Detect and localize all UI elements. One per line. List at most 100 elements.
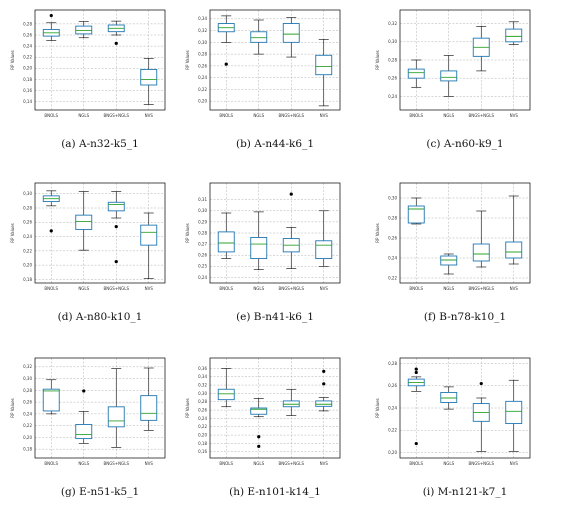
- y-tick-label: 0,22: [23, 55, 32, 60]
- y-tick-label: 0,26: [198, 407, 207, 412]
- y-tick-label: 0,22: [388, 275, 397, 280]
- y-tick-label: 0,30: [23, 376, 32, 381]
- y-tick-label: 0,24: [23, 234, 32, 239]
- x-tick-label: NGLS: [78, 461, 89, 466]
- y-tick-label: 0,28: [388, 215, 397, 220]
- box-ngls: [250, 398, 268, 448]
- box-bnols: [42, 190, 60, 233]
- y-axis-label: RP Values: [375, 398, 380, 418]
- box-nvs: [315, 210, 333, 267]
- y-tick-label: 0,36: [198, 366, 207, 371]
- x-tick-label: BNGS+NGLS: [278, 113, 304, 118]
- y-tick-label: 0,24: [388, 405, 397, 410]
- box-nvs: [140, 367, 158, 431]
- x-tick-label: BNGS+NGLS: [468, 113, 494, 118]
- iqr-box: [250, 236, 268, 260]
- box-bngs-ngls: [472, 210, 490, 268]
- subplot-caption: (a) A-n32-k5_1: [61, 138, 139, 150]
- subplot-6: 0,22 0,24 0,26 0,28 0,30 RP Values BNOLS NGLS BN…: [375, 182, 531, 323]
- x-tick-label: BNOLS: [409, 286, 423, 291]
- x-tick-label: BNOLS: [44, 286, 58, 291]
- box-nvs: [505, 21, 523, 45]
- x-tick-label: NGLS: [253, 286, 264, 291]
- box-bnols: [217, 212, 235, 259]
- iqr-box: [315, 400, 333, 407]
- iqr-box: [217, 388, 235, 401]
- y-tick-label: 0,30: [198, 391, 207, 396]
- y-tick-label: 0,28: [23, 205, 32, 210]
- y-tick-label: 0,24: [198, 416, 207, 421]
- subplot-caption: (c) A-n60-k9_1: [426, 138, 503, 150]
- x-tick-label: BNGS+NGLS: [103, 286, 129, 291]
- x-tick-label: BNOLS: [409, 461, 423, 466]
- subplot-4: 0,18 0,20 0,22 0,24 0,26 0,28 0,30 RP Values BNO…: [10, 182, 166, 323]
- box-ngls: [75, 21, 93, 39]
- y-tick-label: 0,29: [198, 219, 207, 224]
- box-bnols: [217, 368, 235, 408]
- x-tick-label: BNOLS: [219, 286, 233, 291]
- subplot-1: 0,14 0,16 0,18 0,20 0,22 0,24 0,26 0,28 RP Value…: [10, 9, 166, 150]
- outlier-point: [114, 259, 118, 264]
- x-tick-label: BNOLS: [409, 113, 423, 118]
- outlier-point: [49, 229, 53, 233]
- outlier-point: [114, 41, 118, 45]
- y-tick-label: 0,28: [198, 230, 207, 235]
- x-tick-label: NGLS: [443, 113, 454, 118]
- subplot-caption: (e) B-n41-k6_1: [236, 311, 314, 323]
- iqr-box: [472, 243, 490, 262]
- y-tick-label: 0,14: [23, 99, 32, 104]
- y-tick-label: 0,27: [198, 242, 207, 247]
- iqr-box: [140, 395, 158, 421]
- box-bngs-ngls: [107, 368, 125, 448]
- y-tick-label: 0,20: [388, 450, 397, 455]
- box-bnols: [407, 367, 425, 446]
- box-ngls: [440, 253, 458, 275]
- box-bngs-ngls: [282, 192, 300, 269]
- box-bngs-ngls: [282, 388, 300, 416]
- x-tick-label: BNGS+NGLS: [278, 286, 304, 291]
- y-tick-label: 0,16: [23, 88, 32, 93]
- x-tick-label: NVS: [510, 286, 519, 291]
- y-tick-label: 0,16: [198, 449, 207, 454]
- y-tick-label: 0,28: [388, 57, 397, 62]
- iqr-box: [407, 205, 425, 224]
- y-tick-label: 0,26: [388, 76, 397, 81]
- y-tick-label: 0,28: [198, 52, 207, 57]
- y-tick-label: 0,28: [23, 21, 32, 26]
- plot-frame: [209, 9, 341, 111]
- y-tick-label: 0,30: [198, 208, 207, 213]
- plot-frame: [399, 357, 531, 459]
- y-tick-label: 0,26: [198, 253, 207, 258]
- plot-frame: [399, 9, 531, 111]
- subplot-8: 0,16 0,18 0,20 0,22 0,24 0,26 0,28 0,30 0,32 0,34…: [185, 357, 341, 498]
- outlier-point: [257, 435, 261, 439]
- iqr-box: [250, 31, 268, 43]
- plot-frame: [209, 182, 341, 284]
- box-bngs-ngls: [472, 26, 490, 72]
- outlier-point: [289, 192, 293, 196]
- plot-frame: [399, 182, 531, 284]
- y-tick-label: 0,22: [23, 423, 32, 428]
- y-tick-label: 0,20: [23, 66, 32, 71]
- subplot-caption: (f) B-n78-k10_1: [424, 311, 506, 323]
- y-tick-label: 0,24: [198, 75, 207, 80]
- outlier-point: [114, 224, 118, 229]
- iqr-box: [315, 240, 333, 260]
- x-tick-label: NVS: [145, 113, 154, 118]
- x-tick-label: BNGS+NGLS: [468, 286, 494, 291]
- y-tick-label: 0,18: [198, 441, 207, 446]
- x-tick-label: BNOLS: [219, 113, 233, 118]
- outlier-point: [414, 441, 418, 446]
- x-tick-label: NGLS: [253, 113, 264, 118]
- x-tick-label: NVS: [320, 113, 329, 118]
- iqr-box: [440, 70, 458, 82]
- y-tick-label: 0,22: [23, 248, 32, 253]
- y-axis-label: RP Values: [10, 398, 15, 418]
- subplot-5: 0,24 0,25 0,26 0,27 0,28 0,29 0,30 0,31 RP Value…: [185, 182, 341, 323]
- y-axis-label: RP Values: [375, 223, 380, 243]
- box-bngs-ngls: [282, 17, 300, 58]
- iqr-box: [42, 388, 60, 412]
- y-tick-label: 0,30: [23, 191, 32, 196]
- iqr-box: [140, 68, 158, 86]
- x-tick-label: BNGS+NGLS: [278, 461, 304, 466]
